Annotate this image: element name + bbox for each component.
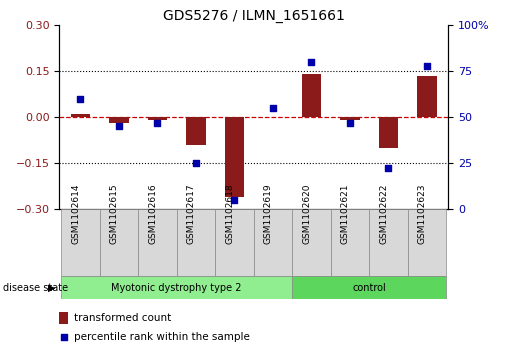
Point: [115, 123, 123, 129]
Text: Myotonic dystrophy type 2: Myotonic dystrophy type 2: [111, 283, 242, 293]
Point: [423, 63, 431, 69]
Bar: [340, 117, 359, 120]
Bar: [292, 276, 446, 299]
Text: GSM1102614: GSM1102614: [72, 184, 80, 244]
Bar: [61, 276, 292, 299]
Bar: [379, 117, 398, 148]
Bar: [253, 209, 292, 276]
Bar: [225, 117, 244, 196]
Point: [230, 197, 238, 203]
Text: GSM1102621: GSM1102621: [341, 184, 350, 244]
Text: transformed count: transformed count: [74, 313, 171, 323]
Bar: [71, 114, 90, 117]
Point: [307, 59, 316, 65]
Bar: [109, 117, 129, 123]
Text: control: control: [352, 283, 386, 293]
Bar: [177, 209, 215, 276]
Bar: [61, 209, 99, 276]
Bar: [292, 209, 331, 276]
Text: GSM1102615: GSM1102615: [110, 184, 119, 244]
Text: GSM1102622: GSM1102622: [380, 184, 388, 244]
Bar: [408, 209, 446, 276]
Bar: [417, 76, 437, 117]
Point: [192, 160, 200, 166]
Point: [59, 334, 67, 340]
Text: ▶: ▶: [48, 283, 55, 293]
Bar: [331, 209, 369, 276]
Text: GSM1102619: GSM1102619: [264, 184, 273, 244]
Bar: [186, 117, 205, 144]
Bar: [148, 117, 167, 120]
Bar: [215, 209, 253, 276]
Point: [384, 166, 392, 171]
Bar: [99, 209, 138, 276]
Bar: [138, 209, 177, 276]
Point: [269, 105, 277, 111]
Point: [346, 120, 354, 126]
Text: percentile rank within the sample: percentile rank within the sample: [74, 332, 250, 342]
Text: GSM1102617: GSM1102617: [187, 184, 196, 244]
Point: [153, 120, 162, 126]
Bar: [302, 74, 321, 117]
Text: disease state: disease state: [3, 283, 67, 293]
Text: GSM1102620: GSM1102620: [302, 184, 312, 244]
Title: GDS5276 / ILMN_1651661: GDS5276 / ILMN_1651661: [163, 9, 345, 23]
Bar: [369, 209, 408, 276]
Text: GSM1102616: GSM1102616: [148, 184, 158, 244]
Point: [76, 96, 84, 102]
Text: GSM1102618: GSM1102618: [226, 184, 234, 244]
Bar: [59, 312, 68, 323]
Text: GSM1102623: GSM1102623: [418, 184, 427, 244]
